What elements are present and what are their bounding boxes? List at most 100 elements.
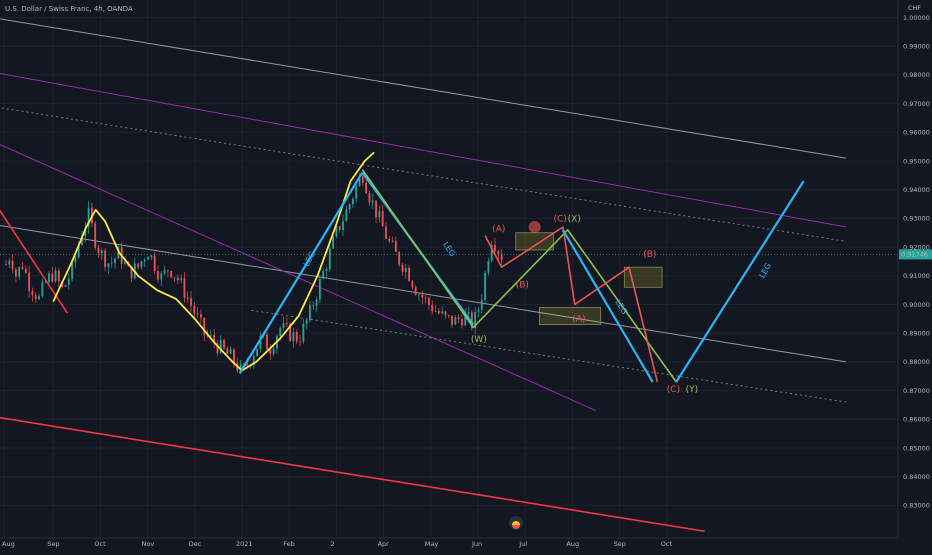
x-tick-label: Aug — [2, 540, 15, 548]
candle-body — [312, 305, 315, 306]
candle-body — [150, 255, 153, 258]
candle-body — [153, 255, 156, 272]
candle-body — [378, 211, 381, 218]
price-axis[interactable] — [898, 0, 932, 550]
candle-body — [318, 278, 321, 300]
candle-body — [375, 200, 377, 218]
candle-body — [391, 240, 394, 242]
candle-body — [87, 207, 90, 228]
yellow-curve — [52, 151, 375, 372]
candle-body — [424, 297, 427, 299]
candle-body — [309, 305, 311, 321]
x-tick-label: Oct — [94, 540, 106, 548]
blue-leg-1 — [238, 171, 364, 374]
wave-annotation: (X) — [568, 214, 581, 224]
x-tick-label: May — [425, 540, 439, 548]
cyan-projection — [562, 229, 654, 383]
candle-body — [464, 313, 467, 326]
candle-body — [110, 262, 113, 264]
tradingview-logo[interactable] — [509, 516, 523, 530]
candle-body — [64, 284, 67, 287]
candle-body — [51, 273, 54, 282]
cyan-final-leg — [675, 180, 805, 383]
dotted-lower-line — [251, 309, 847, 403]
candle-body — [157, 271, 159, 280]
x-tick-label: 2 — [330, 540, 334, 548]
zone-a — [538, 306, 602, 325]
x-tick-label: Jul — [518, 540, 527, 548]
zone-upper-c — [515, 232, 554, 251]
candle-body — [176, 277, 179, 281]
x-tick-label: Dec — [189, 540, 202, 548]
y-tick-label: 0.99000 — [903, 43, 930, 51]
candle-body — [490, 244, 493, 262]
y-tick-label: 0.88000 — [903, 358, 930, 366]
candle-body — [381, 211, 384, 227]
candle-body — [186, 297, 189, 299]
candle-body — [34, 295, 37, 300]
candle-body — [170, 271, 173, 278]
y-tick-label: 0.90000 — [903, 301, 930, 309]
candle-body — [41, 282, 44, 296]
candle-body — [279, 327, 282, 337]
candle-body — [24, 268, 27, 273]
candle-body — [484, 272, 486, 300]
candle-body — [180, 278, 183, 281]
candle-body — [209, 334, 212, 336]
candle-body — [328, 248, 331, 270]
x-tick-label: Nov — [142, 540, 155, 548]
candle-body — [414, 287, 417, 295]
candle-body — [467, 312, 470, 314]
candle-body — [81, 236, 83, 245]
red-lower-channel — [0, 416, 705, 533]
candle-body — [305, 320, 308, 324]
candle-body — [358, 176, 361, 187]
candle-body — [500, 254, 503, 261]
x-tick-label: Oct — [661, 540, 673, 548]
wave-annotation: (Y) — [686, 385, 699, 395]
y-tick-label: 0.86000 — [903, 416, 930, 424]
y-tick-label: 0.98000 — [903, 71, 930, 79]
last-price-badge — [899, 249, 932, 260]
leg-label: LEG — [441, 240, 457, 258]
candle-body — [428, 298, 430, 305]
candle-body — [163, 270, 166, 274]
candle-body — [371, 200, 374, 203]
candle-body — [421, 294, 424, 298]
candle-body — [229, 349, 232, 354]
zones — [515, 232, 663, 325]
candle-body — [285, 323, 288, 325]
last-price-text: 0.91746 — [901, 251, 928, 259]
candle-body — [114, 258, 116, 263]
candle-body — [11, 260, 14, 270]
candle-body — [348, 204, 351, 210]
candle-body — [361, 176, 364, 183]
candle-body — [461, 319, 463, 326]
y-tick-label: 0.91000 — [903, 272, 930, 280]
y-tick-label: 0.92000 — [903, 243, 930, 251]
candle-body — [252, 356, 255, 366]
candle-body — [213, 334, 216, 344]
red-zigzag-1 — [484, 226, 659, 383]
candle-body — [394, 241, 397, 253]
candle-body — [299, 341, 301, 343]
candle-body — [266, 334, 268, 350]
y-tick-label: 0.94000 — [903, 186, 930, 194]
candle-body — [94, 223, 97, 248]
time-axis[interactable] — [0, 538, 898, 550]
x-axis-ticks: Aug Sep Oct Nov Dec 2021 Feb 2 Apr May Jun Jul Aug Se… — [2, 540, 672, 548]
candle-body — [216, 343, 219, 353]
red-downtrend-left — [0, 209, 69, 314]
wave-annotation: (A) — [492, 224, 505, 234]
candle-body — [31, 290, 34, 296]
candle-body — [190, 298, 192, 306]
candle-body — [18, 266, 21, 277]
purple-lower-line — [0, 144, 597, 412]
candle-body — [355, 186, 358, 199]
green-zigzag — [361, 169, 677, 383]
wave-paths — [238, 169, 805, 383]
candle-body — [282, 323, 285, 328]
candle-body — [130, 266, 133, 279]
candle-body — [292, 331, 295, 341]
